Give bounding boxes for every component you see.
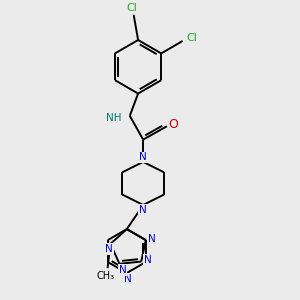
Text: Cl: Cl xyxy=(127,3,138,13)
Text: N: N xyxy=(118,265,126,275)
Text: N: N xyxy=(139,152,147,162)
Text: N: N xyxy=(148,234,156,244)
Text: N: N xyxy=(105,244,113,254)
Text: N: N xyxy=(139,205,147,215)
Text: CH₃: CH₃ xyxy=(97,271,115,281)
Text: Cl: Cl xyxy=(186,33,197,43)
Text: N: N xyxy=(144,255,152,265)
Text: NH: NH xyxy=(106,113,122,123)
Text: O: O xyxy=(169,118,178,131)
Text: N: N xyxy=(124,274,132,284)
